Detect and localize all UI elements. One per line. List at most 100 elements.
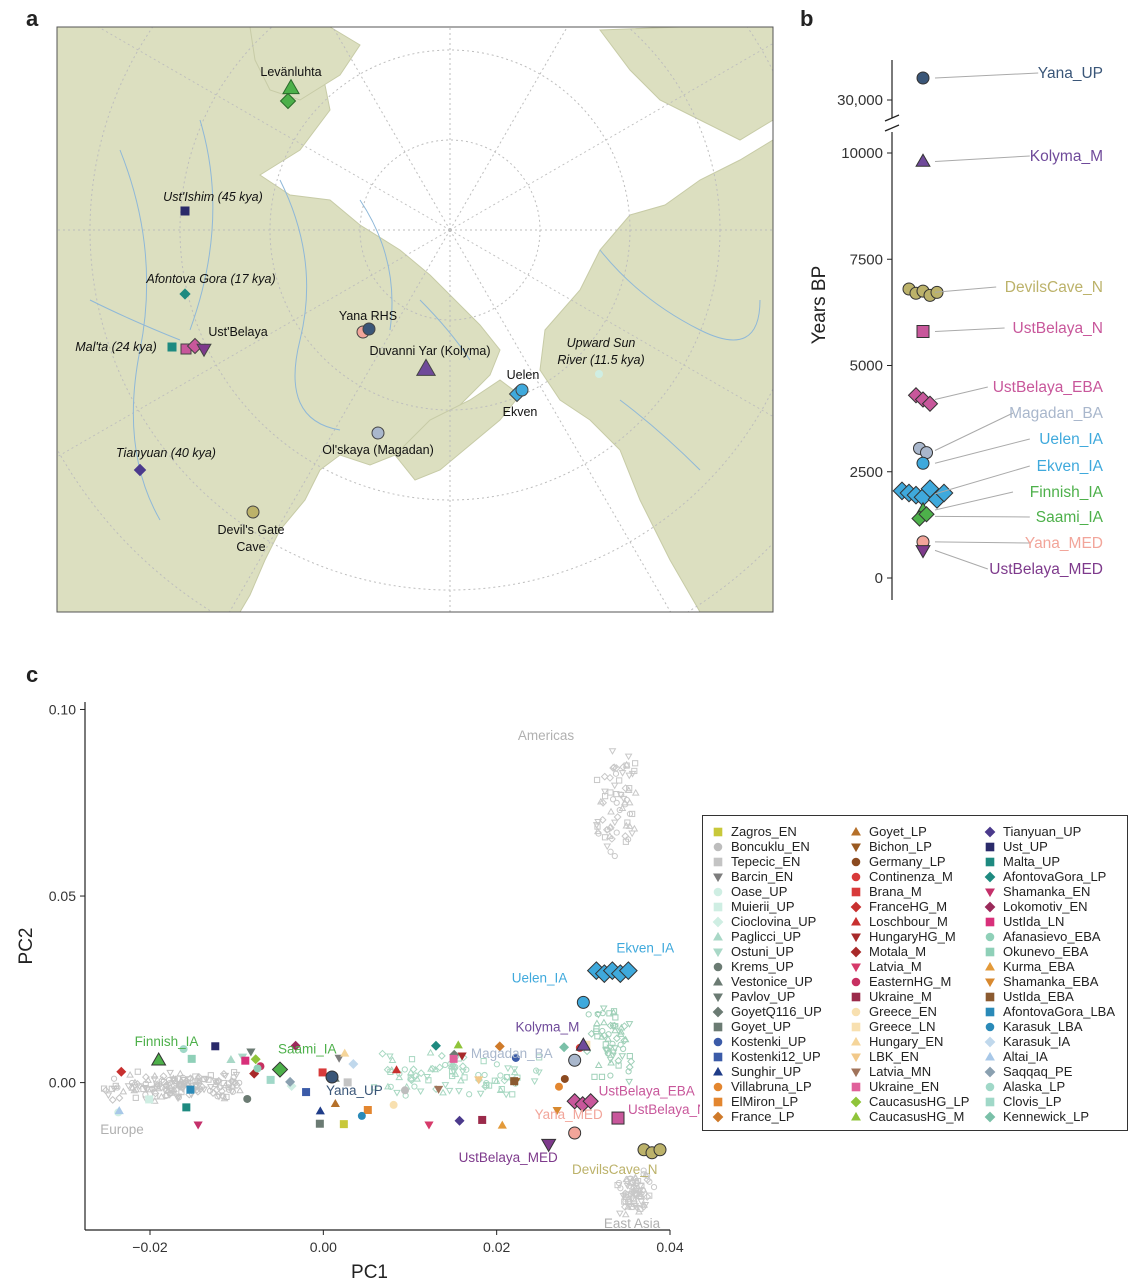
background-sample xyxy=(609,1008,618,1016)
map-label: Duvanni Yar (Kolyma) xyxy=(369,344,490,358)
sample-Clovis_LP xyxy=(266,1075,275,1084)
legend-label: Okunevo_EBA xyxy=(1003,944,1089,959)
legend-item: Pavlov_UP xyxy=(711,989,822,1004)
background-sample xyxy=(603,843,612,851)
background-samples xyxy=(100,748,658,1218)
background-sample xyxy=(503,1073,510,1081)
background-sample xyxy=(607,789,614,796)
legend-marker xyxy=(713,1082,723,1091)
background-sample xyxy=(192,1078,199,1085)
background-sample xyxy=(594,818,602,826)
river-line xyxy=(619,399,701,471)
background-sample xyxy=(625,1181,634,1190)
legend-symbol xyxy=(851,992,861,1001)
sample-Karasuk_LBA xyxy=(357,1111,366,1120)
ytick-label: 5000 xyxy=(850,358,883,375)
background-sample xyxy=(223,1093,230,1101)
legend-item: France_LP xyxy=(711,1109,822,1124)
legend-item: FranceHG_M xyxy=(849,899,969,914)
background-sample xyxy=(628,1188,636,1196)
x-axis-label: PC1 xyxy=(351,1262,388,1282)
sample-Kennewick_LP xyxy=(559,1042,570,1053)
legend-marker xyxy=(851,963,861,972)
background-sample xyxy=(236,1086,244,1094)
legend-item: Karasuk_IA xyxy=(983,1034,1115,1049)
legend-item: EasternHG_M xyxy=(849,974,969,989)
legend-marker xyxy=(851,1007,861,1016)
background-sample xyxy=(411,1071,420,1080)
background-sample xyxy=(620,798,629,806)
legend-label: Ukraine_EN xyxy=(869,1079,940,1094)
label-leader xyxy=(934,438,1030,464)
graticule-meridian xyxy=(332,27,451,231)
group-point-Yana_UP xyxy=(325,1070,339,1084)
background-sample xyxy=(124,1083,133,1090)
background-sample xyxy=(226,1080,233,1087)
legend-item: Ust_UP xyxy=(983,839,1115,854)
background-sample xyxy=(214,1093,221,1100)
background-sample xyxy=(193,1085,202,1094)
legend-item: Krems_UP xyxy=(711,959,822,974)
background-sample xyxy=(612,764,621,773)
graticule-meridian xyxy=(97,27,451,231)
background-sample xyxy=(641,1202,650,1209)
background-sample xyxy=(230,1078,237,1085)
background-sample xyxy=(509,1091,516,1098)
point-Saami_IA xyxy=(918,506,935,523)
legend-item: GoyetQ116_UP xyxy=(711,1004,822,1019)
background-sample xyxy=(635,1207,643,1215)
ustishim-marker xyxy=(180,206,190,216)
legend-label: Pavlov_UP xyxy=(731,989,796,1004)
legend-marker xyxy=(851,1082,861,1091)
background-sample xyxy=(643,1175,652,1184)
legend-item: Altai_IA xyxy=(983,1049,1115,1064)
legend-label: Goyet_LP xyxy=(869,824,927,839)
sample-Ust_UP xyxy=(211,1042,220,1051)
sample-Karasuk_IA xyxy=(348,1059,359,1070)
sample-CaucasusHG_M xyxy=(453,1040,463,1049)
background-sample xyxy=(101,1086,110,1095)
sample-Brana_M xyxy=(318,1068,327,1077)
graticule-meridian xyxy=(449,42,773,231)
legend-marker xyxy=(851,872,861,881)
group-label-Uelen_IA: Uelen_IA xyxy=(512,970,568,985)
graticule-meridian xyxy=(57,229,451,458)
legend-symbol xyxy=(985,932,995,941)
series-label-UstBelaya_MED: UstBelaya_MED xyxy=(989,561,1103,578)
sample-Ukraine_M xyxy=(478,1115,487,1124)
legend-label: UstIda_LN xyxy=(1003,914,1065,929)
map-label: Upward Sun xyxy=(567,336,636,350)
background-sample xyxy=(151,1085,158,1092)
legend-item: CaucasusHG_LP xyxy=(849,1094,969,1109)
legend-symbol xyxy=(984,1111,996,1122)
background-sample xyxy=(625,772,634,780)
legend-symbol xyxy=(713,1037,723,1046)
legend-symbol xyxy=(851,1036,861,1045)
background-sample xyxy=(435,1063,444,1072)
background-sample xyxy=(388,1056,397,1064)
sample-Kostenki_UP xyxy=(511,1053,520,1062)
map-body: Levänluhta Ust'Ishim (45 kya) Afontova Gor… xyxy=(57,27,773,612)
background-sample xyxy=(624,1202,632,1210)
background-sample xyxy=(457,1076,465,1084)
legend-item: AfontovaGora_LBA xyxy=(983,1004,1115,1019)
sample-Germany_LP xyxy=(560,1074,569,1083)
legend-marker xyxy=(713,962,723,971)
legend-marker xyxy=(713,842,723,851)
legend-marker xyxy=(985,1007,995,1016)
sample-Ukraine_EN xyxy=(449,1054,458,1063)
background-sample xyxy=(623,1182,632,1190)
group-point-Ekven_IA xyxy=(618,961,638,981)
background-sample xyxy=(625,1021,634,1028)
legend-item: Tepecic_EN xyxy=(711,854,822,869)
sample-GoyetQ116_UP xyxy=(449,1049,460,1060)
legend-item: Barcin_EN xyxy=(711,869,822,884)
river-line xyxy=(189,119,214,331)
group-label-UstBelaya_EBA: UstBelaya_EBA xyxy=(599,1083,695,1098)
legend-symbol xyxy=(713,931,723,940)
xtick-label: −0.02 xyxy=(132,1239,168,1255)
legend-label: Saqqaq_PE xyxy=(1003,1064,1073,1079)
background-sample xyxy=(629,810,636,818)
background-sample xyxy=(431,1065,440,1073)
legend-marker xyxy=(985,1082,995,1091)
